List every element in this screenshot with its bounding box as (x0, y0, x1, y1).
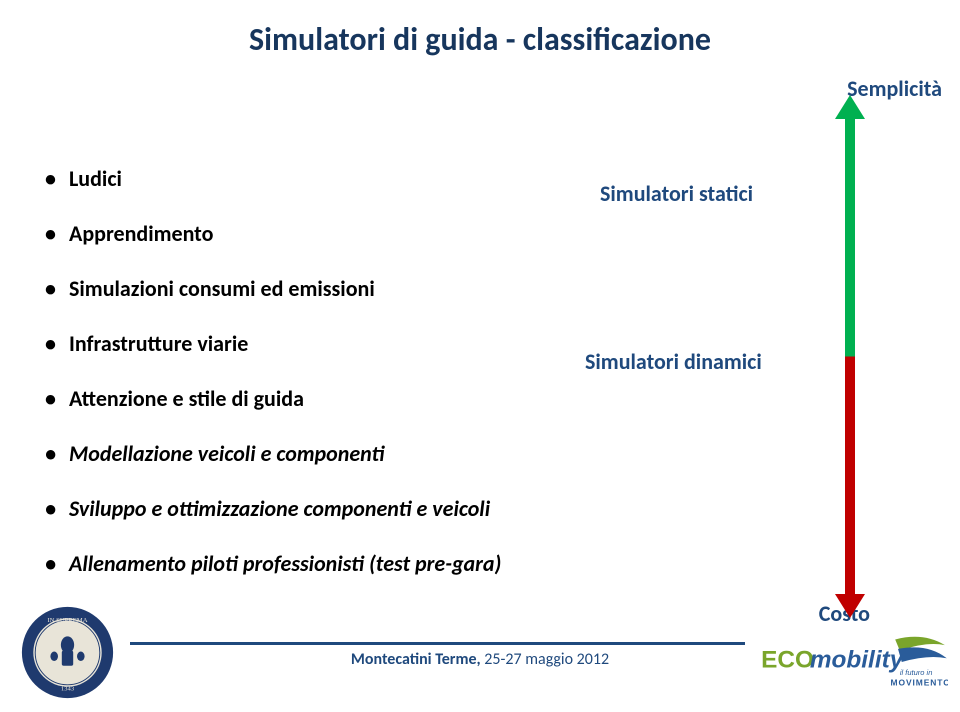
bullet-list: Ludici Apprendimento Simulazioni consumi e… (45, 165, 585, 605)
footer-location: Montecatini Terme, (351, 650, 484, 669)
footer-divider (130, 642, 745, 645)
svg-text:IN SUPREMA: IN SUPREMA (47, 617, 87, 624)
eco-text: ECO (761, 647, 814, 674)
bullet-item: Ludici (45, 165, 585, 192)
bullet-item: Infrastrutture viarie (45, 330, 585, 357)
bullet-item: Sviluppo e ottimizzazione componenti e v… (45, 495, 585, 522)
label-simulatori-statici: Simulatori statici (600, 180, 753, 207)
mobility-text: mobility (810, 647, 905, 674)
bullet-item: Allenamento piloti professionisti (test … (45, 550, 585, 577)
slide-title: Simulatori di guida - classificazione (0, 20, 960, 59)
bullet-item: Modellazione veicoli e componenti (45, 440, 585, 467)
label-simulatori-dinamici: Simulatori dinamici (585, 348, 762, 375)
footer-dates: 25-27 maggio 2012 (484, 650, 609, 669)
ecomobility-logo: ECO mobility il futuro in MOVIMENTO (758, 632, 948, 692)
bullet-item: Apprendimento (45, 220, 585, 247)
double-arrow (830, 95, 870, 620)
university-seal-logo: IN SUPREMA 1343 (20, 605, 115, 700)
bullet-item: Simulazioni consumi ed emissioni (45, 275, 585, 302)
bullet-item: Attenzione e stile di guida (45, 385, 585, 412)
svg-text:1343: 1343 (61, 686, 75, 693)
tagline1: il futuro in (900, 668, 933, 677)
tagline2: MOVIMENTO (891, 677, 949, 687)
